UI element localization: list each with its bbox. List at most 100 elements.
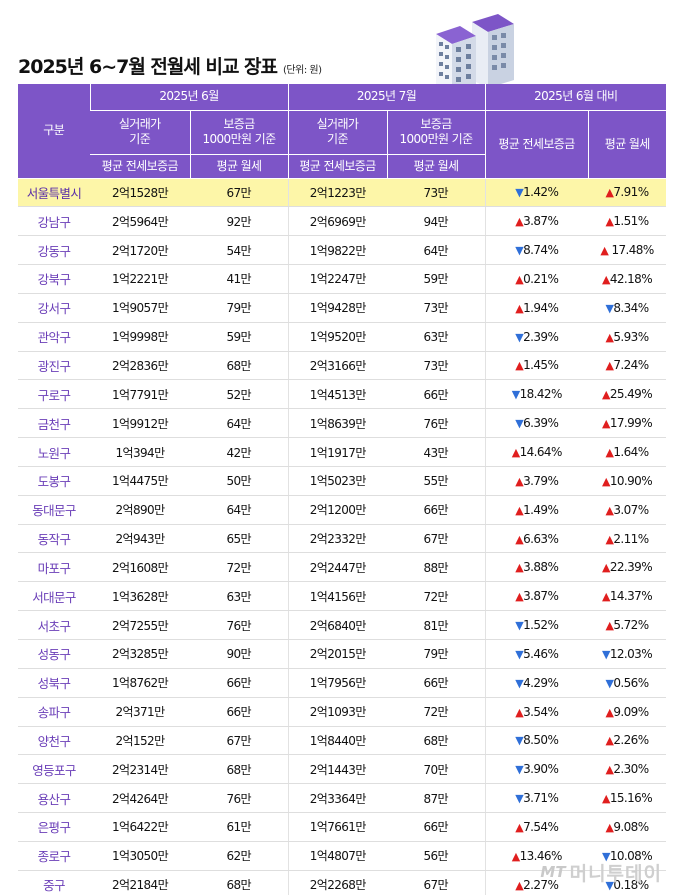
up-arrow-icon: ▲ — [515, 215, 524, 229]
change-percent: 14.37% — [609, 589, 653, 604]
change-deposit-cell: ▼2.39% — [484, 322, 588, 352]
change-rent-cell: ▲17.99% — [588, 408, 666, 439]
change-rent-cell: ▲9.09% — [588, 697, 666, 727]
title-block: 2025년 6~7월 전월세 비교 장표 (단위: 원) — [18, 52, 322, 82]
up-arrow-icon: ▲ — [600, 244, 609, 258]
up-arrow-icon: ▲ — [605, 619, 614, 633]
change-percent: 1.45% — [523, 358, 559, 373]
july-rent-value: 63만 — [387, 322, 485, 352]
july-rent-value: 76만 — [387, 408, 485, 439]
header-cmp-rent: 평균 월세 — [587, 110, 666, 179]
july-rent-value: 67만 — [387, 870, 485, 895]
july-rent-value: 87만 — [387, 783, 485, 814]
change-deposit-cell: ▲3.88% — [484, 552, 588, 583]
table-row: 광진구 2억2836만 68만 2억3166만 73만 ▲1.45% ▲7.24% — [18, 351, 666, 381]
july-deposit-value: 2억1443만 — [287, 754, 387, 785]
change-percent: 1.49% — [523, 502, 559, 517]
change-percent: 1.52% — [523, 618, 559, 633]
june-deposit-value: 1억2221만 — [90, 264, 190, 294]
up-arrow-icon: ▲ — [515, 359, 524, 373]
change-percent: 0.56% — [613, 675, 649, 690]
change-rent-cell: ▲10.90% — [588, 466, 666, 496]
change-deposit-cell: ▲13.46% — [484, 841, 588, 871]
june-deposit-value: 1억9057만 — [90, 293, 190, 323]
june-deposit-value: 2억371만 — [90, 697, 190, 727]
table-row: 영등포구 2억2314만 68만 2억1443만 70만 ▼3.90% ▲2.30% — [18, 754, 666, 785]
change-rent-cell: ▲7.24% — [588, 351, 666, 381]
header-july-deposit-label: 보증금 1000만원 기준 — [399, 117, 473, 146]
up-arrow-icon: ▲ — [511, 849, 520, 863]
district-name: 서대문구 — [18, 581, 90, 612]
down-arrow-icon: ▼ — [605, 878, 614, 892]
up-arrow-icon: ▲ — [601, 474, 610, 488]
july-rent-value: 73만 — [387, 178, 485, 208]
change-percent: 42.18% — [609, 271, 653, 286]
change-rent-cell: ▲14.37% — [588, 581, 666, 612]
change-deposit-cell: ▼1.52% — [484, 610, 588, 640]
change-percent: 17.99% — [609, 416, 653, 431]
june-rent-value: 90만 — [190, 639, 288, 669]
june-rent-value: 68만 — [190, 351, 288, 381]
header-category: 구분 — [18, 84, 90, 179]
brand-logo: MT 머니투데이 — [540, 859, 662, 885]
july-rent-value: 56만 — [387, 841, 485, 871]
change-percent: 3.71% — [523, 791, 559, 806]
up-arrow-icon: ▲ — [515, 705, 524, 719]
july-deposit-value: 1억4807만 — [287, 841, 387, 871]
change-rent-cell: ▲5.72% — [588, 610, 666, 640]
july-deposit-value: 1억9520만 — [287, 322, 387, 352]
june-deposit-value: 2억1528만 — [90, 178, 190, 208]
july-rent-value: 79만 — [387, 639, 485, 669]
change-rent-cell: ▲1.64% — [588, 437, 666, 467]
june-deposit-value: 2억3285만 — [90, 639, 190, 669]
july-rent-value: 66만 — [387, 812, 485, 842]
change-percent: 3.07% — [613, 502, 649, 517]
june-rent-value: 54만 — [190, 235, 288, 266]
change-percent: 3.87% — [523, 214, 559, 229]
june-rent-value: 63만 — [190, 581, 288, 612]
june-rent-value: 92만 — [190, 206, 288, 237]
change-rent-cell: ▲2.26% — [588, 726, 666, 756]
district-name: 강서구 — [18, 293, 90, 323]
down-arrow-icon: ▼ — [515, 619, 524, 633]
change-percent: 0.21% — [523, 271, 559, 286]
up-arrow-icon: ▲ — [515, 590, 524, 604]
change-percent: 14.64% — [519, 445, 563, 460]
district-name: 송파구 — [18, 697, 90, 727]
header-june-real: 실거래가 기준 — [90, 110, 190, 155]
change-percent: 8.50% — [523, 733, 559, 748]
june-rent-value: 50만 — [190, 466, 288, 496]
july-rent-value: 55만 — [387, 466, 485, 496]
change-rent-cell: ▼0.18% — [588, 870, 666, 895]
july-deposit-value: 2억6840만 — [287, 610, 387, 640]
table-row: 강남구 2억5964만 92만 2억6969만 94만 ▲3.87% ▲1.51% — [18, 206, 666, 237]
july-rent-value: 66만 — [387, 379, 485, 410]
district-name: 서울특별시 — [18, 178, 90, 208]
table-row: 송파구 2억371만 66만 2억1093만 72만 ▲3.54% ▲9.09% — [18, 697, 666, 727]
district-name: 은평구 — [18, 812, 90, 842]
district-name: 성북구 — [18, 668, 90, 698]
june-rent-value: 52만 — [190, 379, 288, 410]
up-arrow-icon: ▲ — [605, 330, 614, 344]
change-percent: 6.39% — [523, 416, 559, 431]
july-deposit-value: 2억6969만 — [287, 206, 387, 237]
change-percent: 2.27% — [523, 877, 559, 892]
up-arrow-icon: ▲ — [601, 561, 610, 575]
july-deposit-value: 1억9822만 — [287, 235, 387, 266]
header-june-rent-avg: 평균 월세 — [189, 154, 288, 179]
change-percent: 2.26% — [613, 733, 649, 748]
down-arrow-icon: ▼ — [515, 186, 524, 200]
district-name: 마포구 — [18, 552, 90, 583]
table-row: 양천구 2억152만 67만 1억8440만 68만 ▼8.50% ▲2.26% — [18, 726, 666, 756]
change-percent: 8.74% — [523, 243, 559, 258]
table-row: 은평구 1억6422만 61만 1억7661만 66만 ▲7.54% ▲9.08% — [18, 812, 666, 842]
change-rent-cell: ▲25.49% — [588, 379, 666, 410]
june-rent-value: 41만 — [190, 264, 288, 294]
header-july-rent-avg: 평균 월세 — [386, 154, 485, 179]
change-percent: 1.51% — [613, 214, 649, 229]
district-name: 도봉구 — [18, 466, 90, 496]
down-arrow-icon: ▼ — [515, 676, 524, 690]
up-arrow-icon: ▲ — [605, 359, 614, 373]
up-arrow-icon: ▲ — [605, 820, 614, 834]
change-rent-cell: ▲3.07% — [588, 495, 666, 525]
